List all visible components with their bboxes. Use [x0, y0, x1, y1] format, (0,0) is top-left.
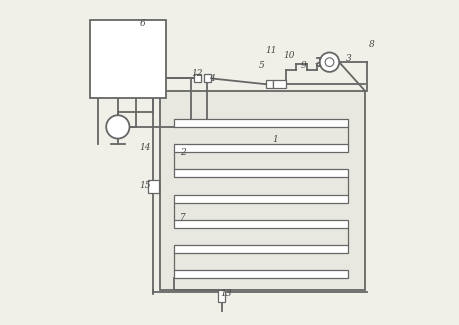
Bar [174, 119, 347, 127]
Text: 15: 15 [140, 181, 151, 190]
Bar [174, 270, 347, 278]
Bar [266, 80, 273, 88]
Text: 6: 6 [139, 19, 145, 28]
Text: 1: 1 [272, 135, 278, 144]
Bar [160, 91, 365, 290]
Text: 12: 12 [191, 69, 203, 78]
Text: 2: 2 [180, 148, 185, 157]
Text: 10: 10 [284, 51, 295, 60]
Bar [194, 74, 201, 82]
Bar [174, 245, 347, 253]
Bar [90, 20, 167, 98]
Circle shape [325, 58, 334, 67]
Bar [174, 169, 347, 177]
Circle shape [320, 52, 339, 72]
Bar [204, 74, 211, 82]
Bar [273, 80, 286, 88]
Text: 7: 7 [180, 213, 185, 222]
Text: 13: 13 [220, 289, 232, 298]
Bar [174, 220, 347, 228]
Text: 3: 3 [347, 55, 352, 63]
Bar [148, 180, 159, 193]
Text: 14: 14 [140, 143, 151, 152]
Circle shape [106, 115, 129, 138]
Bar [218, 290, 225, 302]
Text: 8: 8 [369, 40, 375, 49]
Text: 11: 11 [266, 46, 277, 55]
Text: 5: 5 [259, 61, 265, 70]
Bar [174, 195, 347, 202]
Text: 4: 4 [209, 74, 214, 83]
Text: 9: 9 [301, 61, 307, 70]
Bar [174, 144, 347, 152]
